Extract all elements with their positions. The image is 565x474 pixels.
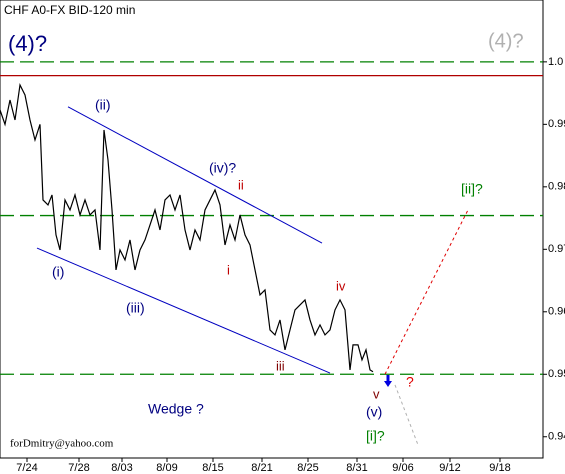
wave-label: [ii]? — [461, 181, 483, 197]
wave-label: (i) — [52, 264, 64, 280]
wave-label: ? — [406, 374, 414, 390]
y-tick-label: 0.98 — [548, 181, 565, 193]
wave-label: (iv)? — [209, 160, 236, 176]
x-tick-label: 8/21 — [251, 462, 272, 474]
wave-label: iii — [276, 358, 285, 373]
arrow-icon — [384, 375, 392, 387]
trend-line — [67, 106, 323, 244]
x-tick-label: 9/12 — [439, 462, 460, 474]
wave-label: v — [373, 386, 380, 401]
x-tick-label: 8/09 — [156, 462, 177, 474]
y-tick-label: 0.99 — [548, 118, 565, 130]
x-tick-label: 7/24 — [16, 462, 37, 474]
x-tick-label: 9/18 — [489, 462, 510, 474]
y-tick-label: 0.94 — [548, 431, 565, 443]
wave-label: Wedge ? — [148, 401, 204, 417]
trend-line — [384, 209, 469, 375]
wave-label: (ii) — [95, 97, 111, 113]
wave-label: (v) — [366, 404, 382, 420]
x-tick-label: 9/06 — [392, 462, 413, 474]
chart-title: CHF A0-FX BID-120 min — [4, 3, 135, 17]
wave-label: (4)? — [8, 31, 47, 56]
price-line — [0, 82, 374, 373]
wave-label: [i]? — [366, 428, 385, 444]
x-tick-label: 8/31 — [346, 462, 367, 474]
wave-label: ii — [238, 177, 244, 192]
trend-line — [394, 384, 419, 446]
y-tick-label: 0.96 — [548, 306, 565, 318]
y-tick-label: 0.95 — [548, 368, 565, 380]
x-tick-label: 7/28 — [68, 462, 89, 474]
trend-line — [36, 247, 331, 374]
x-tick-label: 8/25 — [297, 462, 318, 474]
wave-label: (iii) — [126, 300, 145, 316]
watermark: forDmitry@yahoo.com — [10, 438, 114, 450]
plot-frame — [0, 0, 544, 459]
y-tick-label: 1.0 — [548, 56, 563, 68]
y-tick-label: 0.97 — [548, 243, 565, 255]
wave-label: (4)? — [488, 30, 524, 52]
x-tick-label: 8/03 — [111, 462, 132, 474]
wave-label: iv — [336, 278, 346, 293]
x-tick-label: 8/15 — [202, 462, 223, 474]
wave-label: i — [227, 262, 230, 277]
